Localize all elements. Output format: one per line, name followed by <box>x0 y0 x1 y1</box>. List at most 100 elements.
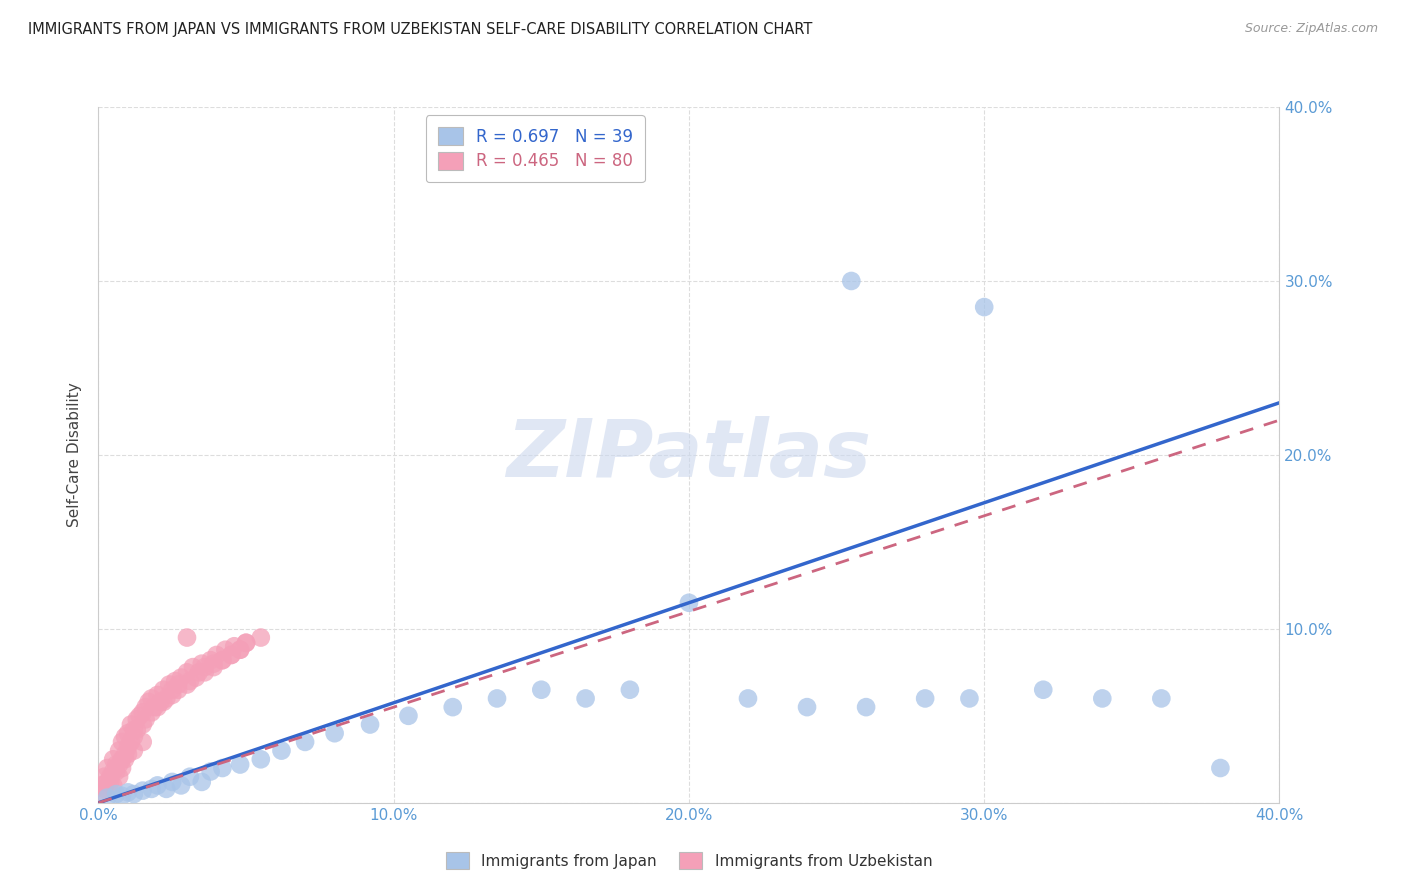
Point <box>93 770 115 784</box>
Point <box>135 700 157 714</box>
Point <box>128 708 150 723</box>
Point <box>841 274 863 288</box>
Point <box>184 671 207 685</box>
Point <box>211 653 233 667</box>
Point <box>1032 682 1054 697</box>
Point <box>141 691 163 706</box>
Point <box>250 631 273 645</box>
Point <box>914 691 936 706</box>
Point <box>737 691 759 706</box>
Point <box>120 717 142 731</box>
Point <box>120 735 142 749</box>
Point <box>122 744 145 758</box>
Point <box>114 752 136 766</box>
Point <box>202 657 225 671</box>
Point <box>117 747 139 761</box>
Point <box>108 744 131 758</box>
Point <box>678 596 700 610</box>
Y-axis label: Self-Care Disability: Self-Care Disability <box>67 383 83 527</box>
Point <box>1209 761 1232 775</box>
Point <box>855 700 877 714</box>
Point <box>294 735 316 749</box>
Point <box>211 653 233 667</box>
Point <box>224 639 246 653</box>
Point <box>219 648 242 662</box>
Point <box>122 723 145 737</box>
Point <box>205 648 228 662</box>
Point <box>486 691 509 706</box>
Point <box>152 695 174 709</box>
Point <box>122 730 145 744</box>
Point <box>98 770 121 784</box>
Point <box>157 677 180 691</box>
Point <box>103 752 125 766</box>
Point <box>176 677 198 691</box>
Point <box>125 723 148 737</box>
Point <box>796 700 818 714</box>
Point <box>229 642 252 657</box>
Point <box>441 700 464 714</box>
Point <box>152 682 174 697</box>
Point <box>117 740 139 755</box>
Point <box>229 757 252 772</box>
Point <box>202 660 225 674</box>
Point <box>111 761 134 775</box>
Point <box>111 735 134 749</box>
Point <box>103 778 125 792</box>
Point <box>108 770 131 784</box>
Point <box>235 636 257 650</box>
Point <box>105 757 128 772</box>
Point <box>170 778 193 792</box>
Point <box>90 787 112 801</box>
Point <box>105 787 128 801</box>
Point <box>138 695 160 709</box>
Point <box>132 717 155 731</box>
Point <box>176 631 198 645</box>
Point <box>108 757 131 772</box>
Point <box>135 712 157 726</box>
Point <box>117 726 139 740</box>
Text: IMMIGRANTS FROM JAPAN VS IMMIGRANTS FROM UZBEKISTAN SELF-CARE DISABILITY CORRELA: IMMIGRANTS FROM JAPAN VS IMMIGRANTS FROM… <box>28 22 813 37</box>
Point <box>200 653 222 667</box>
Point <box>574 691 596 706</box>
Point <box>132 783 155 797</box>
Point <box>155 781 177 796</box>
Point <box>111 752 134 766</box>
Point <box>229 642 252 657</box>
Point <box>132 706 155 720</box>
Point <box>93 781 115 796</box>
Point <box>959 691 981 706</box>
Point <box>1091 691 1114 706</box>
Point <box>122 787 145 801</box>
Point <box>170 671 193 685</box>
Point <box>194 665 217 680</box>
Legend: Immigrants from Japan, Immigrants from Uzbekistan: Immigrants from Japan, Immigrants from U… <box>440 847 938 875</box>
Point <box>90 778 112 792</box>
Point <box>167 682 190 697</box>
Point <box>117 785 139 799</box>
Point <box>619 682 641 697</box>
Point <box>187 665 209 680</box>
Point <box>270 744 292 758</box>
Point <box>194 660 217 674</box>
Point <box>973 300 995 314</box>
Point <box>219 648 242 662</box>
Point <box>179 674 201 689</box>
Point <box>1150 691 1173 706</box>
Point <box>176 665 198 680</box>
Point <box>200 764 222 779</box>
Point <box>191 775 214 789</box>
Point <box>179 770 201 784</box>
Point <box>143 700 166 714</box>
Point <box>323 726 346 740</box>
Point <box>162 688 183 702</box>
Point <box>96 775 118 789</box>
Point <box>146 688 169 702</box>
Point <box>114 747 136 761</box>
Point <box>396 708 419 723</box>
Point <box>146 700 169 714</box>
Point <box>250 752 273 766</box>
Point <box>125 712 148 726</box>
Point <box>181 660 204 674</box>
Point <box>141 781 163 796</box>
